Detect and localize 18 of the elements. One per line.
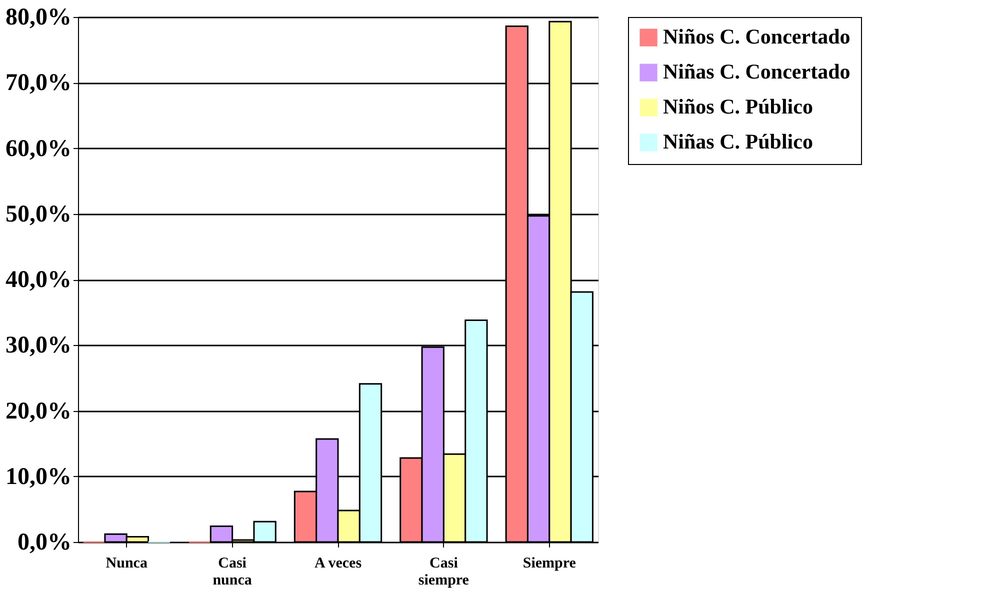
y-tick-label: 70,0% (6, 70, 72, 96)
x-tick-label: Casi nunca (212, 556, 252, 588)
y-tick-label: 0,0% (18, 530, 72, 556)
y-tick-label: 60,0% (6, 136, 72, 162)
y-tick-label: 80,0% (6, 4, 72, 30)
y-tick-label: 20,0% (6, 398, 72, 424)
y-tick-label: 10,0% (6, 464, 72, 490)
legend-label: Niños C. Concertado (663, 24, 850, 48)
y-tick-label: 30,0% (6, 332, 72, 359)
x-tick-label: Casi siempre (418, 556, 470, 588)
y-tick-label: 40,0% (6, 267, 72, 293)
legend-label: Niñas C. Concertado (663, 60, 850, 84)
y-tick-label: 50,0% (6, 201, 72, 228)
x-tick-label: Nunca (106, 556, 148, 572)
legend-label: Niñas C. Público (663, 130, 813, 154)
legend-label: Niños C. Público (663, 94, 813, 118)
x-tick-label: Siempre (522, 556, 576, 572)
x-tick-label: A veces (314, 556, 362, 572)
